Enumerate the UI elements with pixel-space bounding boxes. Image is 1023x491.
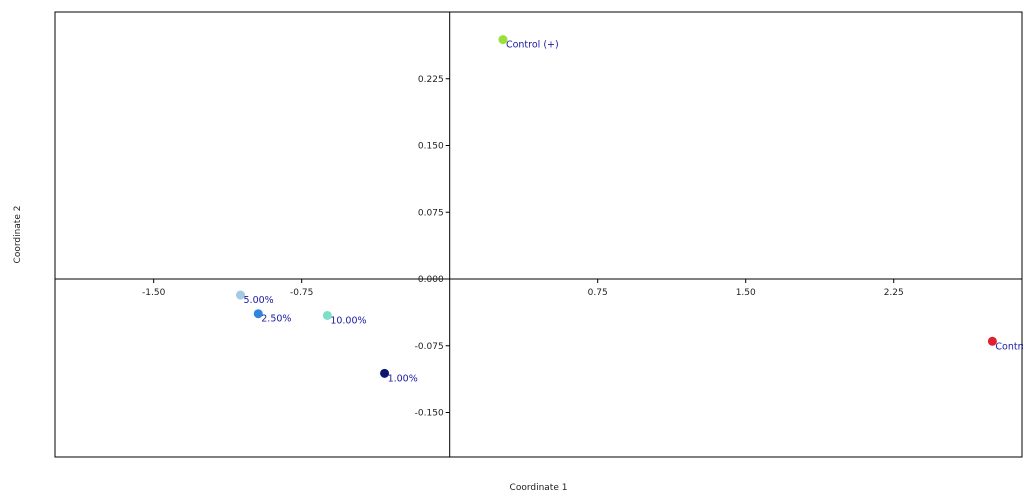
x-tick-label: 1.50 xyxy=(736,288,756,298)
y-tick-label: -0.150 xyxy=(415,409,444,419)
y-tick-label: 0.150 xyxy=(418,142,444,152)
y-tick-label: 0.000 xyxy=(418,275,444,285)
y-ticks: 0.225 0.150 0.075 0.000 -0.075 -0.150 xyxy=(415,75,450,419)
y-tick-label: 0.075 xyxy=(418,208,444,218)
x-tick-label: 2.25 xyxy=(884,288,904,298)
data-point xyxy=(253,309,263,319)
point-label: 10.00% xyxy=(330,315,366,326)
point-label: Control (+) xyxy=(506,40,559,51)
x-tick-label: -1.50 xyxy=(142,288,166,298)
data-point xyxy=(987,336,997,346)
x-ticks: -1.50 -0.75 0.75 1.50 2.25 xyxy=(142,279,904,298)
x-axis-title: Coordinate 1 xyxy=(510,483,568,491)
x-tick-label: 0.75 xyxy=(588,288,608,298)
data-point xyxy=(498,35,508,45)
data-point xyxy=(322,310,332,320)
y-axis-title: Coordinate 2 xyxy=(13,206,23,264)
y-tick-label: -0.075 xyxy=(415,342,444,352)
x-tick-label: -0.75 xyxy=(290,288,313,298)
point-label: Control xyxy=(995,341,1023,352)
point-label: 5.00% xyxy=(244,295,274,306)
point-label: 2.50% xyxy=(261,314,291,325)
data-point xyxy=(236,290,246,300)
data-point xyxy=(380,368,390,378)
point-label: 1.00% xyxy=(388,373,418,384)
y-tick-label: 0.225 xyxy=(418,75,444,85)
plot-frame xyxy=(54,11,1023,458)
data-points: Control (+) 5.00% 2.50% 10.00% 1.00% Control xyxy=(236,35,1023,384)
